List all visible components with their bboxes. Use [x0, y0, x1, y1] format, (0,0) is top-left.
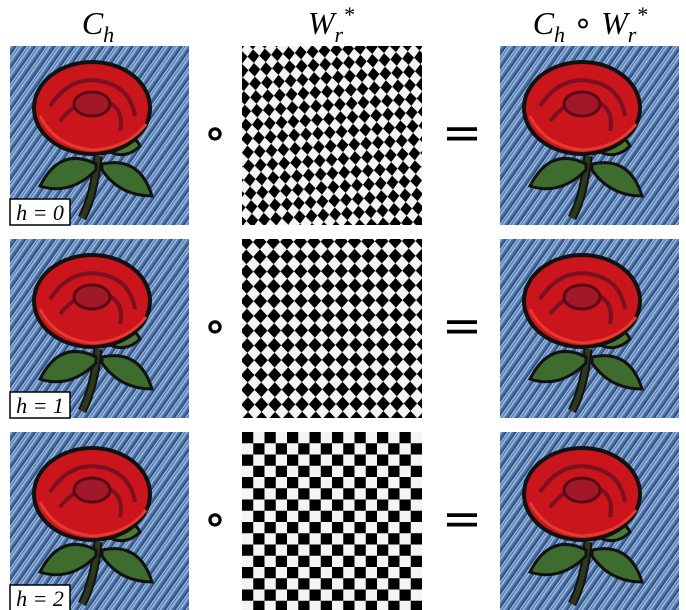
symbol: C — [82, 5, 104, 41]
input-image — [10, 46, 189, 225]
compose-operator: ∘ — [203, 491, 227, 547]
row: ∘ = h = 1 — [10, 239, 679, 418]
equals-operator: = — [442, 105, 482, 161]
symbol: C — [533, 5, 555, 41]
superscript: * — [343, 2, 354, 27]
warp-grid — [242, 239, 422, 418]
equals-operator: = — [442, 298, 482, 354]
row: ∘ = h = 0 — [10, 46, 679, 225]
output-image — [500, 46, 679, 225]
superscript: * — [636, 2, 647, 27]
row: ∘ = h = 2 — [10, 432, 679, 610]
output-image — [500, 432, 679, 610]
row-label: h = 2 — [16, 586, 64, 610]
symbol: ∘ — [565, 5, 601, 41]
rows: ∘ = h = 0 ∘ = h = 1 ∘ = h = 2 — [10, 46, 679, 610]
figure: Ch Wr* Ch ∘ Wr* ∘ = h = 0 ∘ = h = 1 ∘ = h = 2 — [0, 0, 686, 610]
subscript: h — [103, 22, 114, 47]
compose-operator: ∘ — [203, 105, 227, 161]
input-image — [10, 432, 189, 610]
row-label: h = 1 — [16, 393, 64, 418]
warp-grid — [242, 432, 422, 610]
symbol: W — [308, 5, 338, 41]
symbol: W — [601, 5, 631, 41]
subscript: h — [554, 22, 565, 47]
input-image — [10, 239, 189, 418]
column-header: Wr* — [308, 2, 354, 47]
equals-operator: = — [442, 491, 482, 547]
warp-grid — [242, 46, 422, 225]
headers: Ch Wr* Ch ∘ Wr* — [82, 2, 647, 47]
row-label: h = 0 — [16, 200, 64, 225]
column-header: Ch — [82, 5, 114, 47]
column-header: Ch ∘ Wr* — [533, 2, 648, 47]
output-image — [500, 239, 679, 418]
compose-operator: ∘ — [203, 298, 227, 354]
